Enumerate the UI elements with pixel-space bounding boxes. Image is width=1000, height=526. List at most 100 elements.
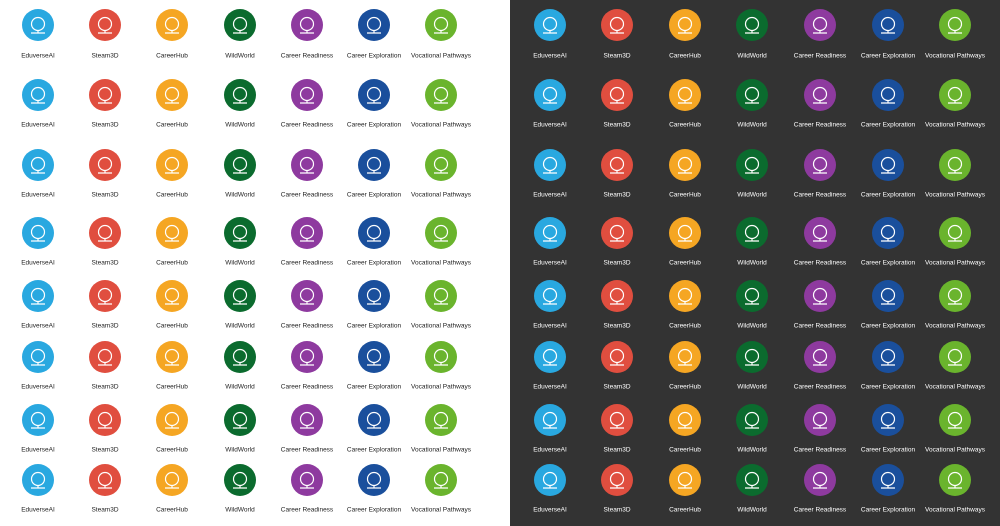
icon-circle	[89, 464, 121, 496]
icon-circle	[156, 464, 188, 496]
app-icon: Steam3D	[601, 217, 633, 267]
icon-glyph	[948, 30, 962, 34]
icon-glyph	[610, 362, 624, 366]
icon-label: Steam3D	[91, 323, 118, 330]
icon-glyph	[610, 100, 624, 104]
app-icon: CareerHub	[156, 280, 188, 330]
icon-glyph	[434, 238, 448, 242]
icon-label: WildWorld	[225, 260, 255, 267]
icon-label: EduverseAI	[533, 384, 567, 391]
icon-glyph	[678, 362, 692, 366]
icon-circle	[872, 464, 904, 496]
app-icon: CareerHub	[669, 79, 701, 129]
app-icon: Career Readiness	[281, 149, 334, 199]
icon-glyph	[367, 425, 381, 429]
app-icon: Career Readiness	[281, 217, 334, 267]
app-icon: Career Readiness	[794, 404, 847, 454]
icon-label: Career Exploration	[861, 384, 916, 391]
icon-circle	[534, 280, 566, 312]
icon-label: CareerHub	[156, 447, 188, 454]
app-icon: CareerHub	[669, 404, 701, 454]
icon-label: Career Exploration	[347, 260, 402, 267]
app-icon: Career Exploration	[861, 464, 916, 514]
icon-circle	[534, 149, 566, 181]
icon-glyph	[31, 485, 45, 489]
icon-glyph	[813, 425, 827, 429]
icon-glyph	[98, 30, 112, 34]
app-icon: Steam3D	[601, 464, 633, 514]
icon-circle	[669, 280, 701, 312]
icon-circle	[804, 341, 836, 373]
icon-circle	[224, 341, 256, 373]
app-icon: CareerHub	[669, 149, 701, 199]
icon-circle	[939, 79, 971, 111]
icon-circle	[22, 217, 54, 249]
icon-circle	[736, 149, 768, 181]
icon-circle	[89, 341, 121, 373]
icon-glyph	[745, 485, 759, 489]
icon-label: EduverseAI	[21, 192, 55, 199]
icon-label: WildWorld	[737, 447, 767, 454]
app-icon: Steam3D	[89, 217, 121, 267]
icon-glyph	[678, 301, 692, 305]
app-icon: Vocational Pathways	[411, 217, 472, 267]
icon-circle	[534, 464, 566, 496]
icon-glyph	[434, 425, 448, 429]
icon-glyph	[31, 362, 45, 366]
icon-circle	[939, 464, 971, 496]
icon-label: Vocational Pathways	[411, 53, 472, 60]
icon-glyph	[813, 170, 827, 174]
icon-label: Career Exploration	[347, 507, 402, 514]
icon-label: Steam3D	[91, 192, 118, 199]
icon-label: Vocational Pathways	[411, 507, 472, 514]
icon-label: Career Exploration	[861, 260, 916, 267]
icon-circle	[939, 9, 971, 41]
app-icon: EduverseAI	[533, 464, 567, 514]
icon-glyph	[434, 362, 448, 366]
icon-glyph	[881, 238, 895, 242]
icon-circle	[534, 341, 566, 373]
icon-label: Career Exploration	[347, 323, 402, 330]
icon-circle	[425, 79, 457, 111]
icon-label: Career Exploration	[861, 323, 916, 330]
icon-glyph	[543, 170, 557, 174]
icon-label: Career Exploration	[347, 122, 402, 129]
icon-glyph	[233, 100, 247, 104]
app-icon: Career Exploration	[347, 9, 401, 60]
icon-glyph	[300, 425, 314, 429]
app-icon: Steam3D	[89, 9, 121, 60]
icon-circle	[224, 404, 256, 436]
icon-circle	[872, 79, 904, 111]
icon-glyph	[434, 170, 448, 174]
icon-circle	[534, 404, 566, 436]
icon-label: Vocational Pathways	[925, 260, 986, 267]
app-icon: EduverseAI	[533, 217, 567, 267]
icon-label: Career Exploration	[861, 507, 916, 514]
icon-label: Career Readiness	[281, 260, 334, 267]
icon-circle	[224, 217, 256, 249]
icon-glyph	[948, 238, 962, 242]
icon-glyph	[367, 362, 381, 366]
icon-label: EduverseAI	[533, 192, 567, 199]
app-icon: WildWorld	[224, 9, 256, 60]
icon-glyph	[745, 100, 759, 104]
app-icon: WildWorld	[736, 464, 768, 514]
icon-glyph	[678, 485, 692, 489]
icon-label: EduverseAI	[21, 53, 55, 60]
app-icon: Vocational Pathways	[411, 464, 472, 514]
icon-glyph	[881, 30, 895, 34]
app-icon: Vocational Pathways	[411, 341, 472, 391]
icon-label: EduverseAI	[533, 53, 567, 60]
icon-label: EduverseAI	[21, 122, 55, 129]
icon-label: Career Readiness	[794, 507, 847, 514]
icon-glyph	[300, 100, 314, 104]
icon-label: CareerHub	[669, 323, 701, 330]
app-icon: EduverseAI	[533, 404, 567, 454]
icon-circle	[291, 404, 323, 436]
icon-label: Steam3D	[603, 192, 630, 199]
icon-label: Career Exploration	[347, 447, 402, 454]
icon-label: WildWorld	[737, 122, 767, 129]
icon-label: CareerHub	[156, 507, 188, 514]
icon-label: WildWorld	[737, 323, 767, 330]
icon-circle	[22, 341, 54, 373]
